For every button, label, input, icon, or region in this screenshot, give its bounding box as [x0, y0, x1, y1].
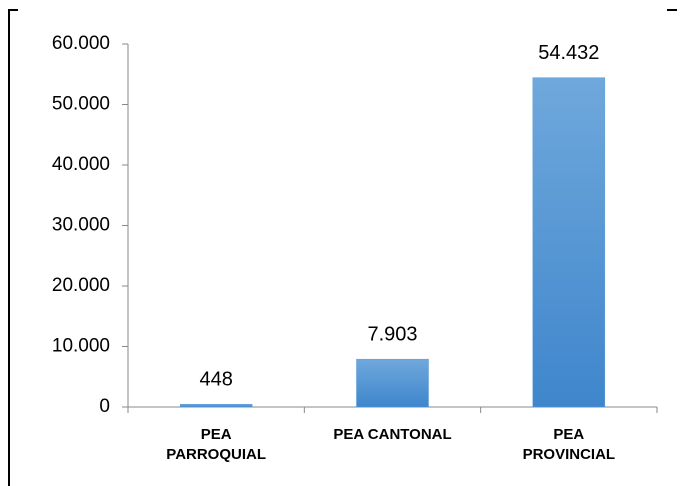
bar [356, 358, 429, 408]
value-label: 448 [199, 369, 232, 391]
y-tick-label: 20.000 [52, 275, 110, 296]
value-label: 7.903 [367, 323, 417, 345]
frame [8, 9, 18, 486]
y-tick-label: 60.000 [52, 33, 110, 54]
bar [532, 77, 606, 408]
y-tick-label: 30.000 [52, 215, 110, 236]
x-tick-label: PEA CANTONAL [333, 426, 451, 443]
y-tick-label: 40.000 [52, 154, 110, 175]
y-tick-label: 10.000 [52, 336, 110, 357]
y-tick-label: 50.000 [52, 94, 110, 115]
x-tick-label: PEA PARROQUIAL [166, 426, 266, 463]
x-tick-label: PEA PROVINCIAL [523, 426, 616, 463]
bar [179, 404, 253, 408]
y-tick-label: 0 [99, 396, 110, 417]
value-label: 54.432 [538, 42, 599, 64]
